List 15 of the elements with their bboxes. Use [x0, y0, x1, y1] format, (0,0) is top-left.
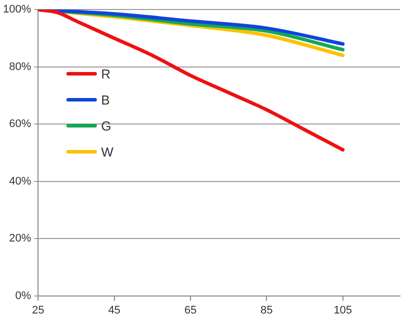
- x-tick-label: 105: [334, 304, 352, 316]
- legend-label: W: [101, 144, 114, 160]
- y-tick-label: 40%: [9, 175, 32, 188]
- x-tick-label: 85: [260, 304, 273, 316]
- y-tick-label: 0%: [15, 290, 32, 302]
- x-tick-label: 45: [108, 304, 120, 316]
- y-tick-label: 80%: [9, 60, 32, 73]
- y-tick-label: 100%: [2, 4, 32, 16]
- legend-label: R: [101, 66, 111, 82]
- legend-label: G: [101, 118, 112, 134]
- y-tick-label: 60%: [9, 118, 32, 130]
- x-tick-label: 65: [184, 304, 197, 316]
- y-tick-label: 20%: [9, 232, 32, 245]
- legend-label: B: [101, 92, 110, 108]
- x-tick-label: 25: [32, 304, 44, 316]
